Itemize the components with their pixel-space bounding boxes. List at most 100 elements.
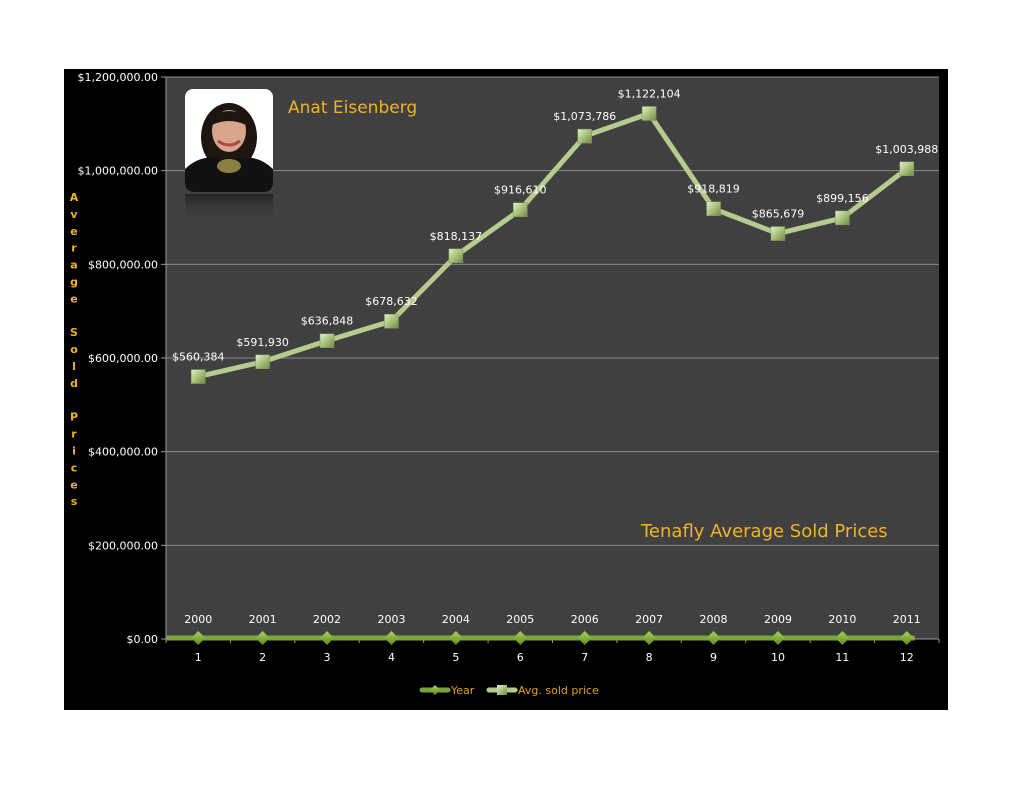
x-tick-label: 10 bbox=[771, 651, 785, 664]
chart-frame: $0.00 $200,000.00 $400,000.00 $600,000.00 $8… bbox=[64, 69, 948, 710]
year-marker bbox=[642, 631, 657, 645]
legend-item-year: Year bbox=[419, 684, 475, 697]
legend-label-avg-sold-price: Avg. sold price bbox=[518, 684, 599, 697]
y-tick-label: $800,000.00 bbox=[88, 258, 158, 271]
legend-item-avg-sold-price: Avg. sold price bbox=[486, 684, 599, 697]
year-marker bbox=[706, 631, 721, 645]
y-tick-label: $0.00 bbox=[127, 633, 159, 646]
avg-price-line bbox=[197, 110, 909, 379]
year-series bbox=[166, 631, 915, 645]
year-marker bbox=[255, 631, 270, 645]
avg-price-data-label: $1,073,786 bbox=[553, 110, 616, 123]
legend: Year Avg. sold price bbox=[419, 684, 599, 697]
x-tick-label: 11 bbox=[835, 651, 849, 664]
svg-text:d: d bbox=[70, 377, 78, 390]
x-tick-label: 3 bbox=[324, 651, 331, 664]
x-tick-label: 9 bbox=[710, 651, 717, 664]
year-data-label: 2008 bbox=[700, 613, 728, 626]
year-marker bbox=[577, 631, 592, 645]
year-marker bbox=[513, 631, 528, 645]
avg-price-data-label: $1,122,104 bbox=[618, 87, 681, 100]
svg-text:r: r bbox=[71, 242, 77, 255]
svg-text:e: e bbox=[70, 292, 77, 305]
chart-title: Tenafly Average Sold Prices bbox=[640, 521, 888, 542]
avg-price-data-label: $865,679 bbox=[752, 208, 805, 221]
svg-text:P: P bbox=[70, 411, 78, 424]
avg-price-data-label: $899,156 bbox=[816, 192, 869, 205]
price-series bbox=[190, 106, 915, 384]
x-tick-label: 1 bbox=[195, 651, 202, 664]
avg-price-data-label: $560,384 bbox=[172, 351, 225, 364]
x-tick-label: 5 bbox=[452, 651, 459, 664]
svg-text:e: e bbox=[70, 225, 77, 238]
avg-price-data-label: $636,848 bbox=[301, 315, 354, 328]
avg-price-marker bbox=[190, 369, 206, 384]
svg-text:r: r bbox=[71, 428, 77, 441]
year-data-label: 2009 bbox=[764, 613, 792, 626]
x-tick-label: 12 bbox=[900, 651, 914, 664]
y-tick-label: $1,000,000.00 bbox=[78, 165, 158, 178]
x-tick-label: 4 bbox=[388, 651, 395, 664]
avg-price-marker bbox=[448, 248, 464, 264]
x-tick-label: 7 bbox=[581, 651, 588, 664]
data-labels: $560,384 $591,930 $636,848 $678,632 $818,137… bbox=[172, 87, 938, 363]
avg-price-marker bbox=[577, 128, 592, 144]
year-data-label: 2005 bbox=[506, 613, 534, 626]
year-marker bbox=[448, 631, 463, 645]
y-tick-label: $600,000.00 bbox=[88, 352, 158, 365]
y-tick-label: $200,000.00 bbox=[88, 539, 158, 552]
year-data-label: 2001 bbox=[249, 613, 277, 626]
svg-text:s: s bbox=[71, 495, 78, 508]
gridlines bbox=[166, 76, 939, 546]
year-data-label: 2002 bbox=[313, 613, 341, 626]
svg-text:o: o bbox=[70, 343, 78, 356]
year-marker bbox=[320, 631, 335, 645]
year-data-label: 2010 bbox=[828, 613, 856, 626]
svg-text:l: l bbox=[72, 360, 76, 373]
avg-price-marker bbox=[706, 201, 721, 216]
agent-name: Anat Eisenberg bbox=[288, 98, 417, 118]
svg-text:e: e bbox=[70, 478, 77, 491]
avg-price-data-label: $916,610 bbox=[494, 184, 546, 197]
year-marker bbox=[899, 631, 914, 645]
avg-price-marker bbox=[513, 202, 528, 217]
y-axis: $0.00 $200,000.00 $400,000.00 $600,000.00 $8… bbox=[78, 71, 167, 646]
svg-text:g: g bbox=[70, 276, 78, 289]
avg-price-marker bbox=[255, 354, 270, 370]
avg-price-marker bbox=[835, 210, 850, 226]
avg-price-marker bbox=[384, 313, 399, 329]
avg-price-data-label: $918,819 bbox=[687, 183, 740, 196]
svg-text:v: v bbox=[70, 208, 78, 221]
year-data-label: 2000 bbox=[184, 613, 212, 626]
x-axis: 1 2 3 4 5 6 7 8 9 10 11 12 bbox=[165, 638, 940, 664]
x-tick-label: 6 bbox=[517, 651, 524, 664]
avg-price-data-label: $1,003,988 bbox=[875, 143, 938, 156]
avg-price-marker bbox=[770, 226, 786, 241]
avg-price-marker bbox=[319, 333, 335, 348]
diamond-marker-icon bbox=[430, 685, 440, 695]
avg-price-data-label: $818,137 bbox=[430, 230, 483, 243]
y-tick-label: $1,200,000.00 bbox=[78, 71, 158, 84]
line-chart: $0.00 $200,000.00 $400,000.00 $600,000.00 $8… bbox=[70, 71, 940, 697]
agent-photo bbox=[185, 89, 273, 224]
year-data-label: 2006 bbox=[571, 613, 599, 626]
x-tick-label: 2 bbox=[259, 651, 266, 664]
year-marker bbox=[191, 631, 206, 645]
svg-text:c: c bbox=[71, 461, 78, 474]
avg-price-data-label: $591,930 bbox=[236, 336, 289, 349]
year-labels: 2000 2001 2002 2003 2004 2005 2006 2007 2008 2009… bbox=[184, 613, 921, 626]
square-marker-icon bbox=[497, 685, 507, 695]
year-marker bbox=[384, 631, 399, 645]
year-marker bbox=[835, 631, 850, 645]
svg-text:a: a bbox=[70, 259, 77, 272]
year-data-label: 2011 bbox=[893, 613, 921, 626]
avg-price-data-label: $678,632 bbox=[365, 295, 418, 308]
legend-label-year: Year bbox=[450, 684, 475, 697]
avg-price-marker bbox=[641, 106, 657, 121]
year-marker bbox=[770, 631, 785, 645]
year-data-label: 2004 bbox=[442, 613, 470, 626]
year-data-label: 2003 bbox=[377, 613, 405, 626]
avg-price-marker bbox=[899, 161, 915, 177]
svg-text:A: A bbox=[70, 191, 79, 204]
